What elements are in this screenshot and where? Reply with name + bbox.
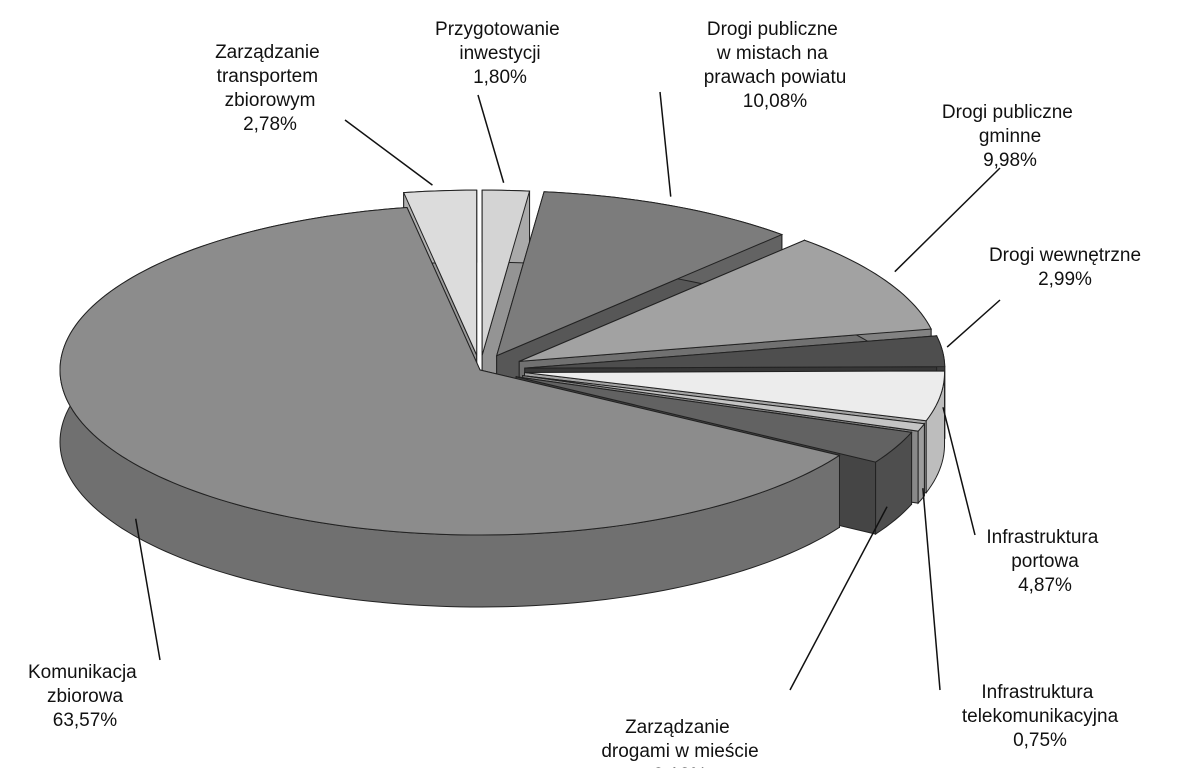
slice-top bbox=[522, 375, 926, 432]
slice-label: Przygotowanie inwestycji bbox=[435, 19, 565, 64]
slice-top bbox=[481, 189, 531, 356]
slice-top bbox=[402, 189, 478, 356]
slice-top bbox=[519, 239, 932, 362]
slice-top bbox=[495, 191, 784, 357]
slice-label-line: Infrastruktura bbox=[986, 527, 1103, 548]
slice-label-line: zbiorowa bbox=[47, 686, 123, 707]
leader-line bbox=[134, 518, 161, 661]
slice-value-label: 2,78% bbox=[243, 114, 297, 135]
slice-value-label: 3,18% bbox=[653, 765, 707, 768]
slice-label-line: Zarządzanie bbox=[625, 717, 735, 738]
slice-value-label: 4,87% bbox=[1018, 575, 1072, 596]
slice-label-line: Drogi publiczne bbox=[707, 19, 843, 40]
slice-value-label: 0,75% bbox=[1013, 730, 1067, 751]
leader-line bbox=[789, 506, 888, 691]
leader-line bbox=[942, 407, 976, 536]
leader-line bbox=[659, 91, 672, 197]
slice-label-line: w mistach na bbox=[716, 43, 833, 64]
slice-label-line: zbiorowym bbox=[225, 90, 316, 111]
slice-top bbox=[59, 206, 841, 536]
slice-label-line: drogami w mieście bbox=[601, 741, 758, 762]
slice-label-line: Zarządzanie bbox=[215, 42, 325, 63]
slice-label-line: prawach powiatu bbox=[704, 67, 847, 88]
slice-label-line: portowa bbox=[1011, 551, 1079, 572]
slice-label-line: gminne bbox=[979, 126, 1041, 147]
slice-label: Drogi publiczne gminne bbox=[942, 102, 1078, 147]
slice-label-line: transportem bbox=[217, 66, 324, 87]
slice-label-line: Przygotowanie bbox=[435, 19, 565, 40]
slice-value-label: 10,08% bbox=[743, 91, 808, 112]
slice-label-line: telekomunikacyjna bbox=[962, 706, 1119, 727]
leader-line bbox=[922, 488, 941, 691]
slice-top bbox=[524, 370, 946, 422]
leader-line bbox=[894, 167, 1001, 273]
slice-label-line: Drogi wewnętrzne bbox=[989, 245, 1141, 266]
slice-label-line: Komunikacja bbox=[28, 662, 142, 683]
slice-label: Zarządzanie transportem zbiorowym bbox=[215, 42, 325, 111]
leader-line bbox=[344, 119, 433, 186]
slice-value-label: 2,99% bbox=[1038, 269, 1092, 290]
slice-label: Infrastruktura telekomunikacyjna bbox=[962, 682, 1119, 727]
leader-line bbox=[477, 94, 505, 183]
slice-value-label: 1,80% bbox=[473, 67, 527, 88]
slice-value-label: 9,98% bbox=[983, 150, 1037, 171]
slice-top bbox=[524, 335, 946, 369]
slice-label: Drogi wewnętrzne bbox=[989, 245, 1141, 266]
slice-label-line: Drogi publiczne bbox=[942, 102, 1078, 123]
slice bbox=[59, 206, 841, 608]
slice-label: Zarządzanie drogami w mieście bbox=[601, 717, 758, 762]
slice-value-label: 63,57% bbox=[53, 710, 118, 731]
slice-top bbox=[516, 376, 913, 463]
slice-label: Komunikacja zbiorowa bbox=[28, 662, 142, 707]
slice-label-line: Infrastruktura bbox=[981, 682, 1098, 703]
slice-label: Infrastruktura portowa bbox=[986, 527, 1103, 572]
slice-label: Drogi publiczne w mistach na prawach pow… bbox=[704, 19, 847, 88]
slice-label-line: inwestycji bbox=[459, 43, 540, 64]
leader-line bbox=[946, 299, 1001, 348]
